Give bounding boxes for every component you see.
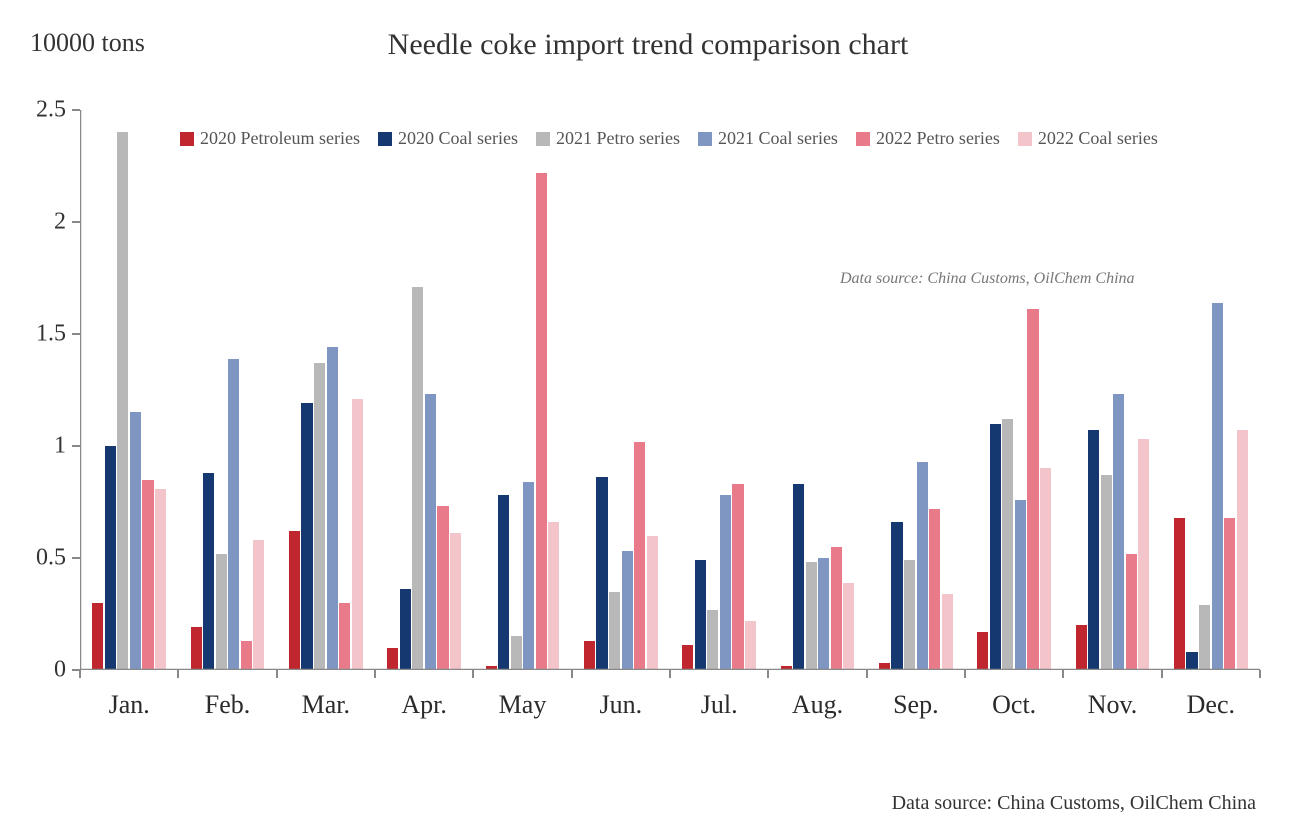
y-tick-label: 1.5 xyxy=(6,321,66,348)
y-tick-label: 2 xyxy=(6,209,66,236)
legend-label: 2021 Petro series xyxy=(556,128,680,149)
y-tick-mark xyxy=(72,333,80,335)
y-tick-mark xyxy=(72,109,80,111)
legend: 2020 Petroleum series 2020 Coal series 202… xyxy=(180,128,1158,149)
x-tick-label: Oct. xyxy=(992,690,1036,720)
x-tick-mark xyxy=(79,670,81,678)
x-tick-mark xyxy=(866,670,868,678)
x-tick-mark xyxy=(669,670,671,678)
legend-label: 2021 Coal series xyxy=(718,128,838,149)
x-tick-mark xyxy=(964,670,966,678)
x-tick-label: Jan. xyxy=(109,690,150,720)
x-tick-label: Aug. xyxy=(792,690,843,720)
legend-label: 2022 Petro series xyxy=(876,128,1000,149)
chart-title: Needle coke import trend comparison char… xyxy=(0,28,1296,62)
in-plot-data-source: Data source: China Customs, OilChem Chin… xyxy=(840,270,1135,288)
y-tick-label: 0 xyxy=(6,657,66,684)
y-tick-mark xyxy=(72,445,80,447)
x-tick-mark xyxy=(767,670,769,678)
x-tick-label: May xyxy=(499,690,547,720)
legend-item: 2020 Petroleum series xyxy=(180,128,360,149)
x-tick-label: Jun. xyxy=(600,690,643,720)
x-tick-mark xyxy=(374,670,376,678)
legend-item: 2021 Petro series xyxy=(536,128,680,149)
y-tick-mark xyxy=(72,557,80,559)
legend-label: 2020 Coal series xyxy=(398,128,518,149)
x-tick-label: Nov. xyxy=(1088,690,1138,720)
x-tick-label: Sep. xyxy=(893,690,939,720)
x-tick-mark xyxy=(571,670,573,678)
x-tick-mark xyxy=(1161,670,1163,678)
x-tick-mark xyxy=(472,670,474,678)
legend-swatch xyxy=(378,132,392,146)
legend-label: 2022 Coal series xyxy=(1038,128,1158,149)
legend-swatch xyxy=(856,132,870,146)
y-tick-label: 1 xyxy=(6,433,66,460)
legend-swatch xyxy=(1018,132,1032,146)
x-tick-mark xyxy=(177,670,179,678)
legend-item: 2022 Petro series xyxy=(856,128,1000,149)
legend-swatch xyxy=(698,132,712,146)
legend-item: 2020 Coal series xyxy=(378,128,518,149)
x-tick-mark xyxy=(276,670,278,678)
legend-label: 2020 Petroleum series xyxy=(200,128,360,149)
legend-swatch xyxy=(180,132,194,146)
y-tick-label: 0.5 xyxy=(6,545,66,572)
y-tick-mark xyxy=(72,221,80,223)
legend-item: 2022 Coal series xyxy=(1018,128,1158,149)
x-tick-label: Feb. xyxy=(205,690,251,720)
footer-data-source: Data source: China Customs, OilChem Chin… xyxy=(892,792,1256,815)
legend-swatch xyxy=(536,132,550,146)
x-tick-label: Apr. xyxy=(401,690,447,720)
legend-item: 2021 Coal series xyxy=(698,128,838,149)
plot-area: 00.511.522.5Jan.Feb.Mar.Apr.MayJun.Jul.A… xyxy=(80,110,1260,670)
x-tick-mark xyxy=(1259,670,1261,678)
chart-container: 10000 tons Needle coke import trend comp… xyxy=(0,0,1296,835)
y-tick-label: 2.5 xyxy=(6,97,66,124)
x-tick-label: Mar. xyxy=(302,690,350,720)
x-tick-mark xyxy=(1062,670,1064,678)
x-tick-label: Dec. xyxy=(1187,690,1235,720)
x-tick-label: Jul. xyxy=(701,690,738,720)
